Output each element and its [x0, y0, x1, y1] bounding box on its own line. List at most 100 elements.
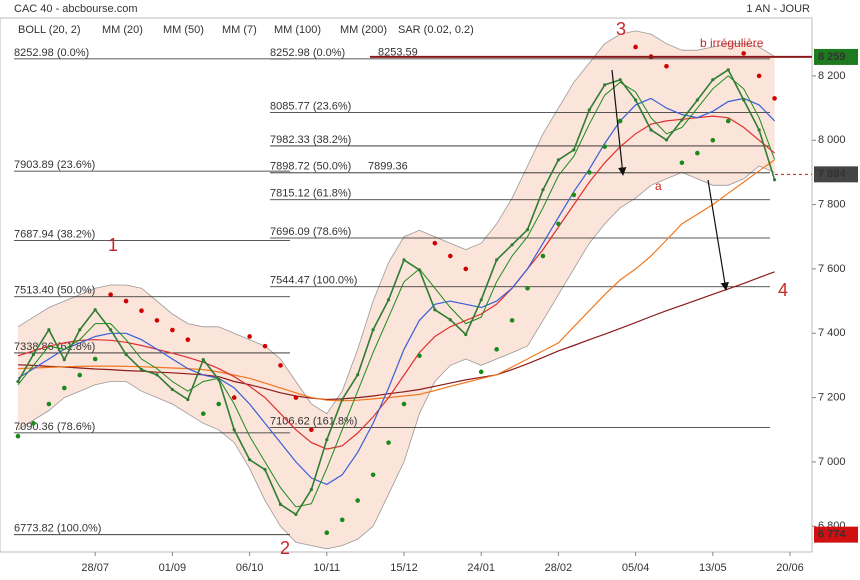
fib-label: 7687.94 (38.2%)	[14, 229, 95, 241]
price-point	[742, 98, 746, 102]
price-point	[371, 328, 375, 332]
bollinger-lower	[17, 165, 775, 550]
y-tick-label: 7 000	[818, 456, 846, 468]
y-tick-label: 7 200	[818, 391, 846, 403]
price-point	[618, 78, 622, 82]
wave-label: b irrégulière	[700, 36, 764, 50]
plot-frame	[0, 17, 813, 553]
sar-dot	[494, 347, 499, 352]
moving-average	[17, 271, 775, 401]
sar-dot	[278, 363, 283, 368]
fib-label: 7513.40 (50.0%)	[14, 285, 95, 297]
price-point	[772, 178, 777, 182]
sar-dot	[200, 411, 206, 416]
sar-dot	[556, 221, 561, 227]
price-point	[93, 308, 97, 312]
price-point	[232, 428, 236, 432]
sar-dot	[108, 292, 113, 297]
legend-entry: BOLL (20, 2)	[18, 24, 81, 36]
price-point	[356, 373, 360, 377]
sar-dot	[710, 137, 716, 143]
legend-entry: SAR (0.02, 0.2)	[398, 24, 474, 36]
price-point	[402, 258, 406, 262]
sar-dot	[216, 401, 222, 407]
x-tick-label: 28/02	[545, 562, 573, 574]
legend-entry: MM (200)	[340, 24, 387, 36]
y-tick-label: 7 800	[818, 198, 846, 210]
wave-label: 2	[280, 538, 290, 558]
price-point	[294, 512, 298, 516]
legend-entry: MM (50)	[163, 24, 204, 36]
price-point	[31, 352, 36, 357]
sar-dot	[540, 253, 546, 259]
sar-dot	[247, 334, 252, 339]
sar-dot	[339, 517, 345, 523]
sar-dot	[185, 337, 191, 342]
x-tick-label: 06/10	[236, 562, 264, 574]
sar-dot	[123, 298, 129, 304]
fib-label: 7544.47 (100.0%)	[270, 275, 357, 287]
price-point	[649, 128, 653, 132]
sar-dot	[386, 440, 391, 445]
sar-dot	[231, 395, 237, 400]
price-point	[634, 98, 638, 102]
moving-average	[17, 97, 776, 486]
price-point	[16, 379, 20, 384]
sar-dot	[309, 427, 314, 433]
price-point	[62, 358, 66, 362]
sar-dot	[772, 96, 777, 101]
moving-average	[17, 159, 775, 402]
sar-dot	[571, 192, 577, 198]
arrow	[707, 179, 729, 291]
price-point	[325, 438, 329, 442]
price-tag	[814, 526, 858, 543]
price-point	[711, 78, 715, 82]
y-tick-label: 7 600	[818, 263, 846, 275]
price-point	[541, 188, 545, 192]
fib-label: 8252.98 (0.0%)	[270, 47, 345, 59]
fib-label: 7696.09 (78.6%)	[270, 226, 351, 238]
x-tick-label: 28/07	[81, 562, 109, 574]
price-mark: 8253.59	[378, 47, 418, 59]
fib-label: 6773.82 (100.0%)	[14, 523, 101, 535]
price-tag-label: 6 774	[818, 529, 846, 541]
price-tag	[814, 166, 858, 183]
fib-label: 7898.72 (50.0%)	[270, 161, 351, 173]
sar-dot	[370, 472, 376, 478]
price-point	[340, 397, 344, 402]
price-point	[603, 83, 607, 87]
moving-average	[17, 75, 776, 508]
wave-label: 3	[616, 19, 626, 39]
price-point	[47, 328, 51, 332]
sar-dot	[262, 343, 268, 349]
sar-dot	[586, 170, 592, 175]
wave-label: 4	[778, 280, 788, 300]
sar-dot	[448, 253, 453, 259]
price-point	[757, 128, 761, 132]
x-tick-label: 15/12	[390, 562, 418, 574]
wave-label: a	[655, 179, 662, 193]
sar-dot	[602, 144, 608, 149]
price-point	[139, 368, 144, 372]
sar-dot	[15, 433, 21, 439]
fib-label: 8085.77 (23.6%)	[270, 101, 351, 113]
sar-dot	[139, 308, 144, 314]
price-point	[309, 487, 313, 492]
sar-dot	[695, 150, 700, 156]
legend-entry: MM (100)	[274, 24, 321, 36]
price-point	[448, 318, 452, 322]
sar-dot	[154, 318, 160, 323]
price-point	[248, 458, 252, 462]
y-tick-label: 7 400	[818, 327, 846, 339]
sar-dot	[741, 51, 746, 56]
price-point	[217, 377, 221, 382]
price-point	[124, 352, 128, 357]
x-tick-label: 13/05	[699, 562, 727, 574]
sar-dot	[293, 395, 299, 400]
price-tag-label: 8 259	[818, 51, 846, 63]
price-point	[587, 108, 591, 112]
sar-dot	[756, 73, 762, 79]
price-point	[680, 118, 684, 122]
wave-label: 1	[108, 235, 118, 255]
